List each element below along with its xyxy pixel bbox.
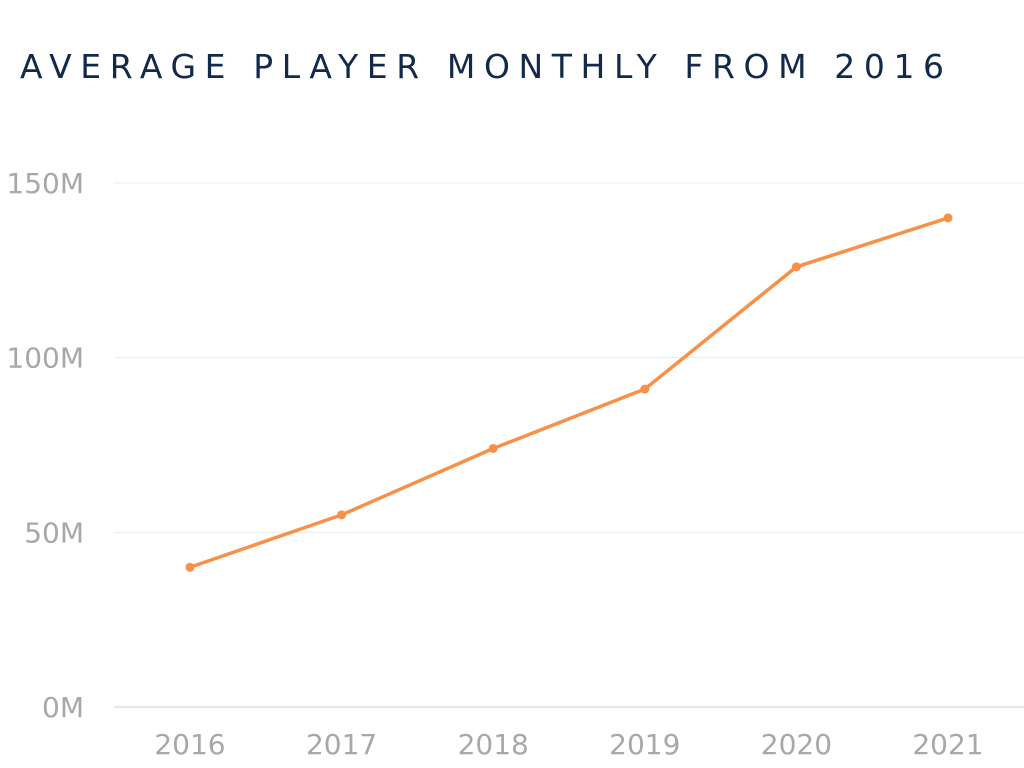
y-tick-label: 0M xyxy=(42,691,84,724)
y-tick-label: 50M xyxy=(24,516,84,549)
gridlines xyxy=(114,182,1024,533)
x-tick-label: 2019 xyxy=(609,728,680,761)
x-tick-label: 2017 xyxy=(306,728,377,761)
data-point xyxy=(943,213,953,223)
series xyxy=(185,213,953,572)
y-tick-label: 150M xyxy=(6,167,84,200)
data-point xyxy=(640,384,650,394)
x-axis-tick-labels: 2016 2017 2018 2019 2020 2021 xyxy=(154,728,983,761)
x-tick-label: 2018 xyxy=(458,728,529,761)
x-tick-label: 2020 xyxy=(761,728,832,761)
data-point xyxy=(488,443,498,453)
data-point xyxy=(337,510,347,520)
y-axis-tick-labels: 0M 50M 100M 150M xyxy=(6,167,84,724)
x-tick-label: 2016 xyxy=(154,728,225,761)
series-line xyxy=(188,216,950,570)
x-tick-label: 2021 xyxy=(912,728,983,761)
chart-title: AVERAGE PLAYER MONTHLY FROM 2016 xyxy=(20,47,953,86)
data-point xyxy=(791,262,801,272)
y-tick-label: 100M xyxy=(6,342,84,375)
data-point xyxy=(185,562,195,572)
